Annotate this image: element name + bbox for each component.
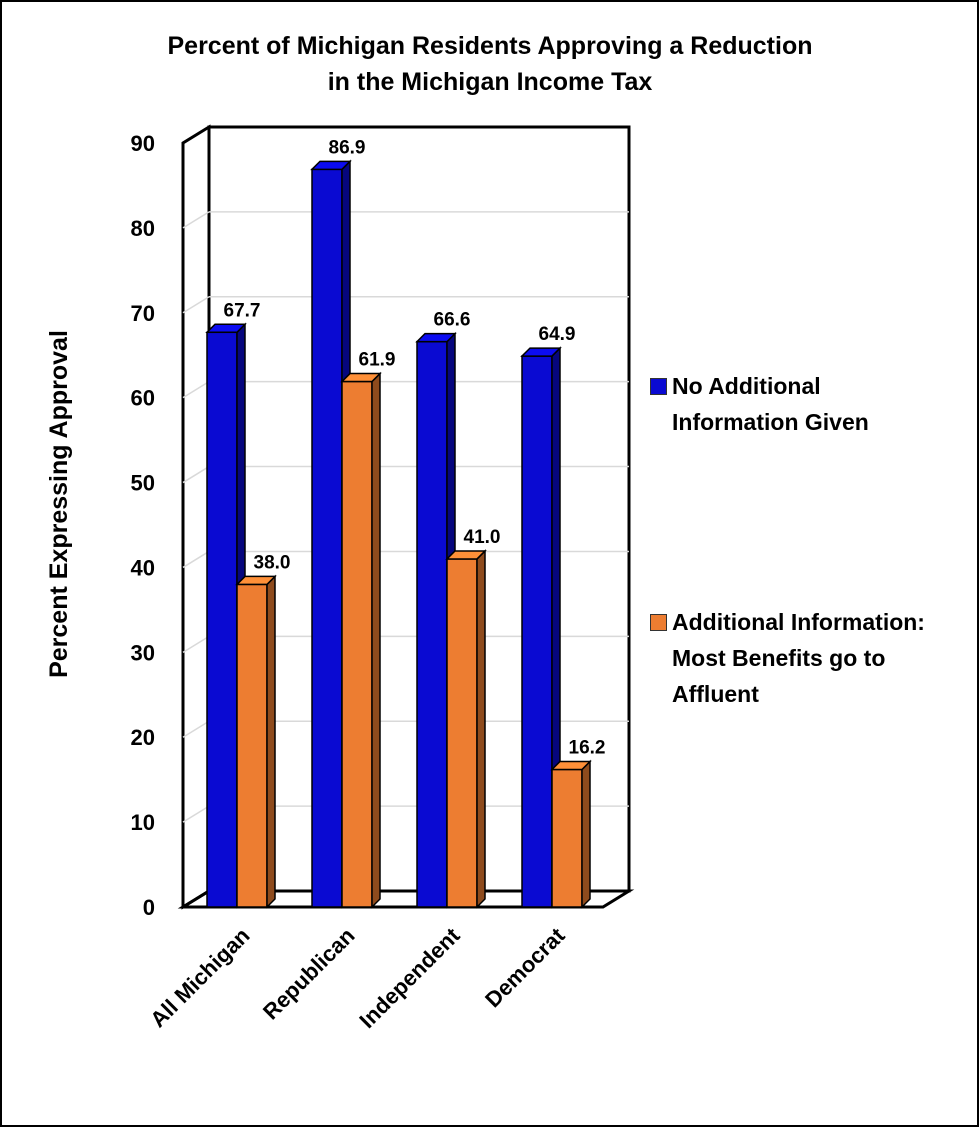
- bar-side: [266, 574, 276, 909]
- bar-top: [520, 347, 562, 357]
- y-tick-label: 50: [131, 471, 155, 496]
- gridline-side: [182, 381, 210, 399]
- y-tick-label: 60: [131, 386, 155, 411]
- bar-front: [446, 558, 478, 908]
- y-tick-label: 20: [131, 725, 155, 750]
- x-tick-label: Republican: [258, 923, 360, 1025]
- chart-title-line-2: in the Michigan Income Tax: [327, 68, 653, 96]
- y-tick-label: 80: [131, 216, 155, 241]
- bar-top: [340, 372, 382, 383]
- data-label: 38.0: [254, 552, 291, 573]
- bar-front: [311, 168, 343, 908]
- data-label: 61.9: [359, 350, 396, 371]
- legend-label-series-2: Additional Information: Most Benefits go…: [672, 604, 972, 712]
- side-wall: [181, 124, 211, 910]
- data-label: 86.9: [329, 137, 366, 158]
- data-labels: 67.7 38.0 86.9 61.9 66.6 41.0 64.9 16.2: [224, 137, 606, 758]
- gridline-side: [182, 465, 210, 484]
- legend-label-series-2-line-1: Additional Information:: [672, 609, 925, 635]
- bar-top: [235, 575, 277, 586]
- bar-front: [521, 355, 553, 908]
- bar-top: [445, 550, 487, 560]
- legend-label-series-1-line-1: No Additional: [672, 373, 821, 399]
- bar-front: [416, 340, 448, 908]
- bar-top: [550, 760, 592, 771]
- chart-title: Percent of Michigan Residents Approving …: [60, 28, 920, 100]
- bar-front: [551, 768, 583, 908]
- bar-top: [205, 323, 247, 334]
- y-tick-label: 40: [131, 555, 155, 580]
- bar-side: [581, 759, 591, 909]
- y-axis-label: Percent Expressing Approval: [45, 330, 73, 678]
- legend-label-series-1-line-2: Information Given: [672, 409, 869, 435]
- data-label: 41.0: [464, 527, 501, 548]
- bar-side: [371, 371, 381, 909]
- bar-front: [206, 331, 238, 908]
- y-tick-label: 90: [131, 131, 155, 156]
- x-tick-label: Independent: [354, 922, 465, 1033]
- y-axis-ticks: 0 10 20 30 40 50 60 70 80 90: [131, 131, 155, 920]
- gridline-side: [182, 296, 210, 314]
- bar-front: [341, 380, 373, 908]
- legend-label-series-1: No Additional Information Given: [672, 368, 972, 440]
- data-label: 64.9: [539, 324, 576, 345]
- chart-title-line-1: Percent of Michigan Residents Approving …: [167, 32, 813, 60]
- gridline-side: [182, 550, 210, 569]
- bar-side: [476, 549, 486, 909]
- bar-front: [236, 583, 268, 908]
- bars: [205, 159, 592, 909]
- gridline-side: [182, 805, 210, 823]
- data-label: 16.2: [569, 737, 606, 758]
- legend-label-series-2-line-2: Most Benefits go to: [672, 645, 886, 671]
- legend-swatch-blue: [650, 378, 667, 395]
- bar-top: [415, 332, 457, 343]
- legend-label-series-2-line-3: Affluent: [672, 681, 759, 707]
- gridline-side: [182, 635, 210, 653]
- y-tick-label: 70: [131, 301, 155, 326]
- y-tick-label: 0: [143, 895, 155, 920]
- x-tick-label: Democrat: [480, 922, 570, 1012]
- data-label: 66.6: [434, 310, 471, 331]
- data-label: 67.7: [224, 300, 261, 321]
- bar-top: [310, 160, 352, 171]
- gridline-side: [182, 720, 210, 738]
- gridline-side: [182, 211, 210, 229]
- x-tick-label: All Michigan: [145, 923, 254, 1032]
- legend-swatch-orange: [650, 614, 667, 631]
- y-tick-label: 10: [131, 810, 155, 835]
- y-tick-label: 30: [131, 640, 155, 665]
